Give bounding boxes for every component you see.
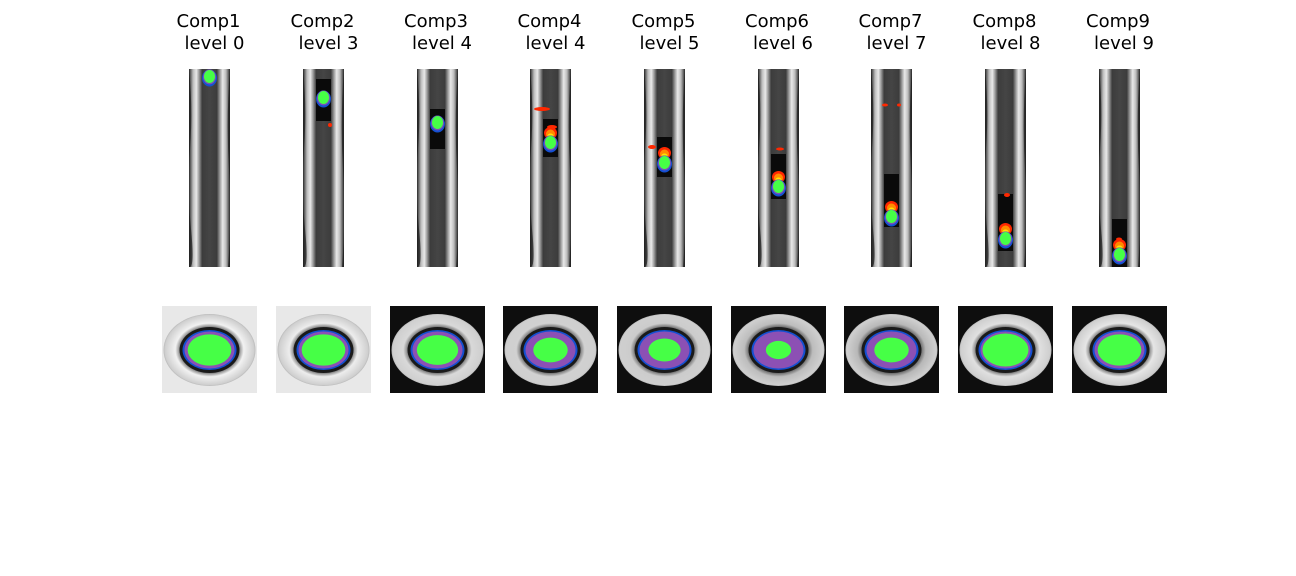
axial-cord-image	[390, 306, 485, 393]
panel-title: Comp1 level 0	[150, 11, 270, 55]
level-label: level 4	[496, 33, 616, 55]
axial-cord-image	[162, 306, 257, 393]
axial-cord-image	[276, 306, 371, 393]
panel-title: Comp3 level 4	[377, 11, 497, 55]
coronal-cord-image	[758, 69, 799, 267]
component-label: Comp5	[604, 11, 724, 33]
axial-cord-image	[617, 306, 712, 393]
component-label: Comp9	[1058, 11, 1178, 33]
coronal-cord-image	[1099, 69, 1140, 267]
axial-cord-image	[731, 306, 826, 393]
component-label: Comp7	[831, 11, 951, 33]
level-label: level 6	[723, 33, 843, 55]
component-label: Comp8	[945, 11, 1065, 33]
coronal-cord-image	[985, 69, 1026, 267]
coronal-cord-image	[644, 69, 685, 267]
panel-title: Comp8 level 8	[946, 11, 1066, 55]
panel-title: Comp4 level 4	[491, 11, 611, 55]
axial-cord-image	[503, 306, 598, 393]
component-label: Comp4	[490, 11, 610, 33]
component-label: Comp6	[717, 11, 837, 33]
axial-cord-image	[958, 306, 1053, 393]
level-label: level 9	[1064, 33, 1184, 55]
coronal-cord-image	[871, 69, 912, 267]
level-label: level 3	[269, 33, 389, 55]
level-label: level 4	[382, 33, 502, 55]
coronal-cord-image	[530, 69, 571, 267]
axial-cord-image	[1072, 306, 1167, 393]
component-label: Comp3	[376, 11, 496, 33]
panel-title: Comp9 level 9	[1059, 11, 1179, 55]
panel-title: Comp5 level 5	[605, 11, 725, 55]
coronal-cord-image	[417, 69, 458, 267]
level-label: level 8	[951, 33, 1071, 55]
panel-title: Comp7 level 7	[832, 11, 952, 55]
axial-cord-image	[844, 306, 939, 393]
level-label: level 0	[155, 33, 275, 55]
level-label: level 7	[837, 33, 957, 55]
component-label: Comp1	[149, 11, 269, 33]
level-label: level 5	[610, 33, 730, 55]
panel-title: Comp2 level 3	[264, 11, 384, 55]
component-label: Comp2	[263, 11, 383, 33]
panel-title: Comp6 level 6	[718, 11, 838, 55]
coronal-cord-image	[189, 69, 230, 267]
coronal-cord-image	[303, 69, 344, 267]
